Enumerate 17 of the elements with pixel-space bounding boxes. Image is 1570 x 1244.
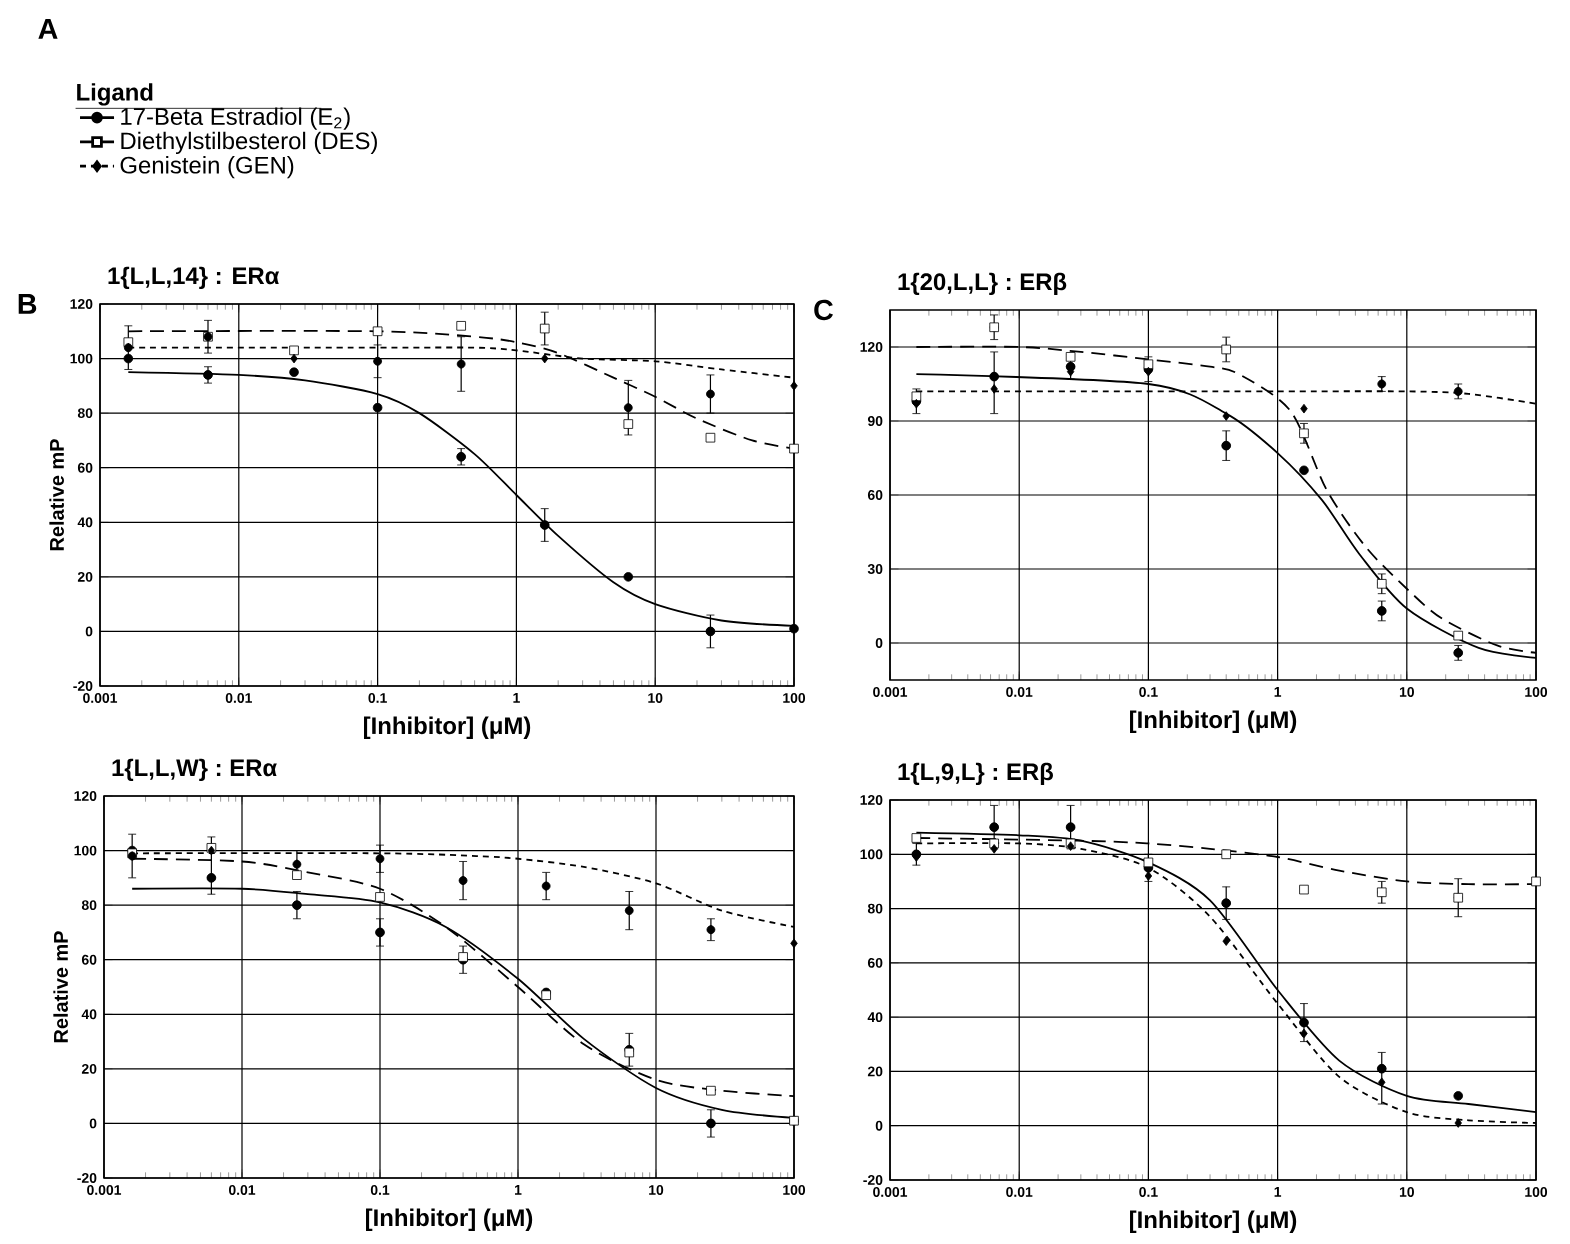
legend-label: Genistein (GEN)	[120, 156, 294, 179]
chart-title: 1{L,L,14} : ERα	[108, 266, 280, 289]
chart-title: 1{20,L,L} : ERβ	[898, 272, 1067, 295]
x-axis-title: [Inhibitor] (μM)	[366, 1208, 533, 1231]
y-axis-title: Relative mP	[53, 931, 68, 1043]
x-axis-title: [Inhibitor] (μM)	[364, 716, 531, 739]
text: B	[18, 294, 37, 314]
text: C	[814, 299, 833, 321]
legend-label: 17-Beta Estradiol (E$_{2}$)	[121, 107, 350, 130]
y-axis-title: Relative mP	[49, 439, 64, 551]
legend-label: Diethylstilbesterol (DES)	[121, 131, 377, 155]
x-axis-title: [Inhibitor] (μM)	[1130, 1210, 1297, 1233]
legend-title: Ligand	[77, 83, 153, 106]
chart-title: 1{L,9,L} : ERβ	[898, 762, 1053, 785]
chart-title: 1{L,L,W} : ERα	[112, 758, 277, 781]
x-axis-title: [Inhibitor] (μM)	[1130, 710, 1297, 733]
text: A	[38, 19, 58, 39]
